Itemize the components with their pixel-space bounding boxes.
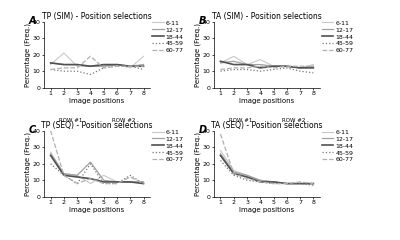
- Y-axis label: Percentage (Freq.): Percentage (Freq.): [195, 132, 201, 196]
- X-axis label: Image positions: Image positions: [70, 98, 125, 104]
- Text: ROW #2: ROW #2: [112, 118, 135, 123]
- Title: TP (SIM) - Position selections: TP (SIM) - Position selections: [42, 12, 152, 21]
- Text: ROW #2: ROW #2: [282, 118, 305, 123]
- Title: TA (SEQ) - Position selections: TA (SEQ) - Position selections: [211, 121, 323, 130]
- Legend: 6-11, 12-17, 18-44, 45-59, 60-77: 6-11, 12-17, 18-44, 45-59, 60-77: [152, 20, 184, 54]
- X-axis label: Image positions: Image positions: [70, 207, 125, 213]
- Text: A: A: [29, 16, 37, 26]
- Y-axis label: Percentage (Freq.): Percentage (Freq.): [25, 23, 31, 87]
- Title: TP (SEQ) - Position selections: TP (SEQ) - Position selections: [41, 121, 153, 130]
- Text: D: D: [199, 125, 207, 135]
- Legend: 6-11, 12-17, 18-44, 45-59, 60-77: 6-11, 12-17, 18-44, 45-59, 60-77: [322, 129, 353, 162]
- Title: TA (SIM) - Position selections: TA (SIM) - Position selections: [212, 12, 322, 21]
- Y-axis label: Percentage (Freq.): Percentage (Freq.): [25, 132, 31, 196]
- X-axis label: Image positions: Image positions: [239, 207, 294, 213]
- Text: C: C: [29, 125, 36, 135]
- Legend: 6-11, 12-17, 18-44, 45-59, 60-77: 6-11, 12-17, 18-44, 45-59, 60-77: [152, 129, 184, 162]
- Text: ROW #1: ROW #1: [229, 118, 252, 123]
- X-axis label: Image positions: Image positions: [239, 98, 294, 104]
- Text: B: B: [199, 16, 206, 26]
- Legend: 6-11, 12-17, 18-44, 45-59, 60-77: 6-11, 12-17, 18-44, 45-59, 60-77: [322, 20, 353, 54]
- Text: ROW #1: ROW #1: [59, 118, 82, 123]
- Y-axis label: Percentage (Freq.): Percentage (Freq.): [195, 23, 201, 87]
